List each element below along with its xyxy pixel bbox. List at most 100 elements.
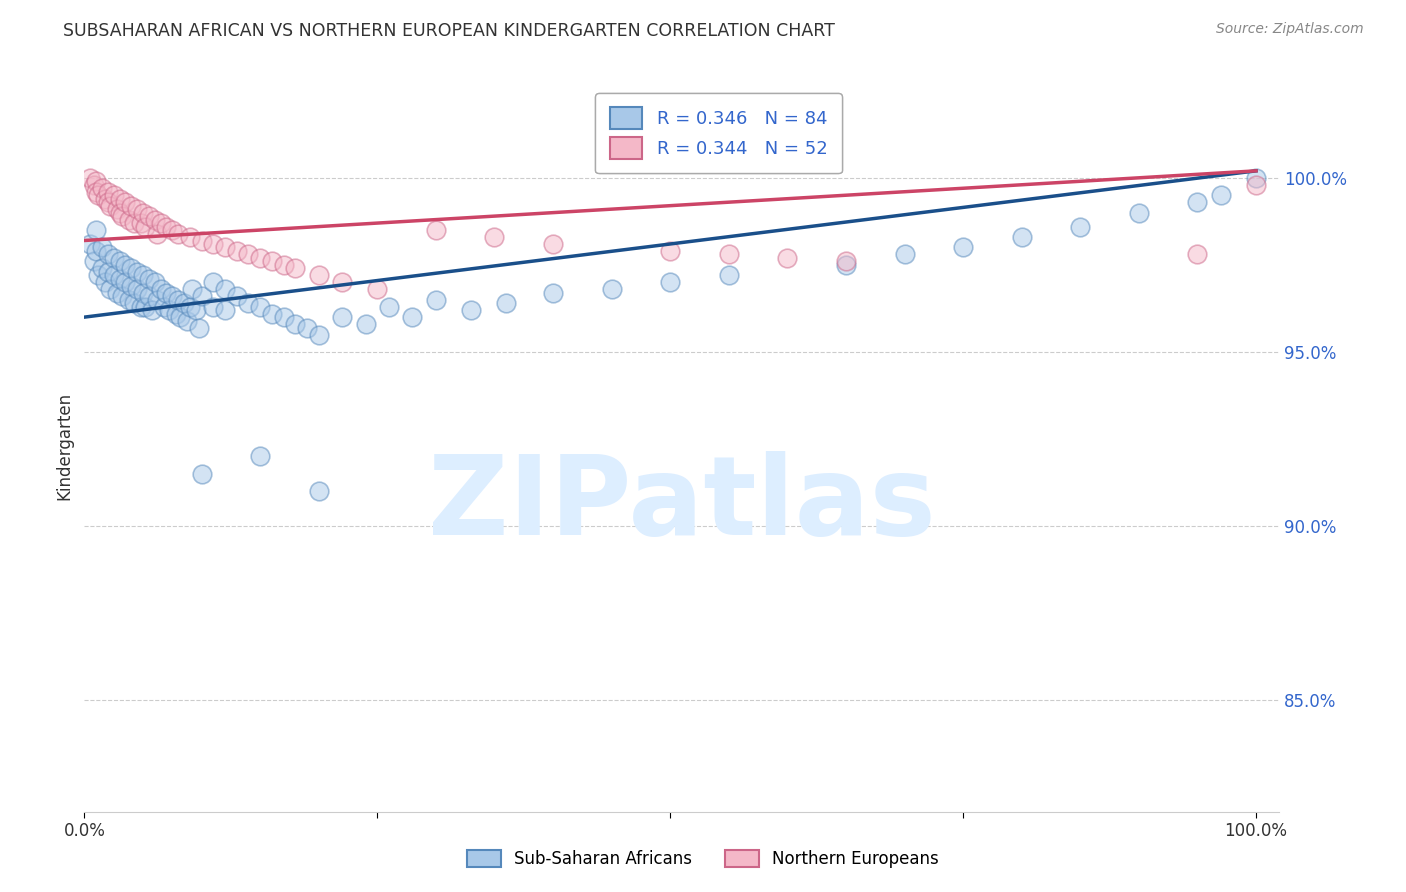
Point <box>90 181 114 195</box>
Point <box>114 258 136 272</box>
Point <box>143 212 166 227</box>
Point <box>167 227 190 241</box>
Point <box>97 195 120 210</box>
Point <box>87 188 110 202</box>
Point <box>835 258 858 272</box>
Point <box>165 307 187 321</box>
Legend: R = 0.346   N = 84, R = 0.344   N = 52: R = 0.346 N = 84, R = 0.344 N = 52 <box>595 93 842 173</box>
Point <box>249 251 271 265</box>
Point <box>460 303 482 318</box>
Point <box>225 289 247 303</box>
Point <box>162 289 183 303</box>
Point <box>162 223 183 237</box>
Point <box>108 272 131 286</box>
Point <box>190 467 212 481</box>
Point <box>1244 170 1267 185</box>
Point <box>132 268 155 283</box>
Point <box>108 254 131 268</box>
Point <box>330 310 353 325</box>
Point <box>1187 195 1209 210</box>
Point <box>1244 178 1267 192</box>
Point <box>97 265 120 279</box>
Point <box>149 282 172 296</box>
Point <box>425 223 447 237</box>
Point <box>295 320 318 334</box>
Point <box>84 223 107 237</box>
Point <box>79 237 101 252</box>
Point <box>103 251 125 265</box>
Point <box>120 278 142 293</box>
Text: SUBSAHARAN AFRICAN VS NORTHERN EUROPEAN KINDERGARTEN CORRELATION CHART: SUBSAHARAN AFRICAN VS NORTHERN EUROPEAN … <box>63 22 835 40</box>
Point <box>111 209 134 223</box>
Point <box>202 300 225 314</box>
Point <box>94 192 117 206</box>
Point <box>97 247 120 261</box>
Point <box>1128 205 1150 219</box>
Point <box>1187 247 1209 261</box>
Point <box>146 227 169 241</box>
Point <box>214 303 236 318</box>
Point <box>717 247 740 261</box>
Point <box>366 282 388 296</box>
Point <box>249 300 271 314</box>
Point <box>103 188 125 202</box>
Point <box>284 317 307 331</box>
Point <box>717 268 740 283</box>
Point <box>127 265 149 279</box>
Point <box>1069 219 1091 234</box>
Point <box>776 251 799 265</box>
Point <box>114 275 136 289</box>
Point <box>108 192 131 206</box>
Point <box>354 317 377 331</box>
Point <box>155 219 177 234</box>
Point <box>132 285 155 300</box>
Point <box>146 293 169 307</box>
Point <box>122 296 145 310</box>
Point <box>190 289 212 303</box>
Point <box>425 293 447 307</box>
Point <box>308 268 330 283</box>
Point <box>214 240 236 254</box>
Point <box>952 240 974 254</box>
Point <box>225 244 247 258</box>
Point <box>273 310 295 325</box>
Point <box>202 237 225 252</box>
Point <box>118 212 141 227</box>
Point <box>308 327 330 342</box>
Point <box>169 310 191 325</box>
Point <box>1011 230 1033 244</box>
Point <box>105 285 128 300</box>
Point <box>105 202 128 216</box>
Point <box>127 282 149 296</box>
Point <box>157 303 180 318</box>
Point <box>260 254 283 268</box>
Point <box>87 268 110 283</box>
Point <box>90 240 114 254</box>
Point <box>495 296 517 310</box>
Point <box>90 261 114 276</box>
Point <box>84 244 107 258</box>
Point <box>173 296 195 310</box>
Point <box>97 185 120 199</box>
Point <box>260 307 283 321</box>
Point <box>214 282 236 296</box>
Point <box>238 247 260 261</box>
Point <box>484 230 506 244</box>
Point <box>143 275 166 289</box>
Text: Source: ZipAtlas.com: Source: ZipAtlas.com <box>1216 22 1364 37</box>
Point <box>132 205 155 219</box>
Point <box>129 300 152 314</box>
Point <box>84 185 107 199</box>
Point <box>79 170 101 185</box>
Point <box>155 285 177 300</box>
Point <box>83 178 105 192</box>
Point <box>149 216 172 230</box>
Point <box>179 230 201 244</box>
Point <box>111 289 134 303</box>
Point <box>202 275 225 289</box>
Point <box>238 296 260 310</box>
Point <box>127 202 149 216</box>
Point <box>401 310 423 325</box>
Text: ZIPatlas: ZIPatlas <box>427 451 936 558</box>
Point <box>308 484 330 499</box>
